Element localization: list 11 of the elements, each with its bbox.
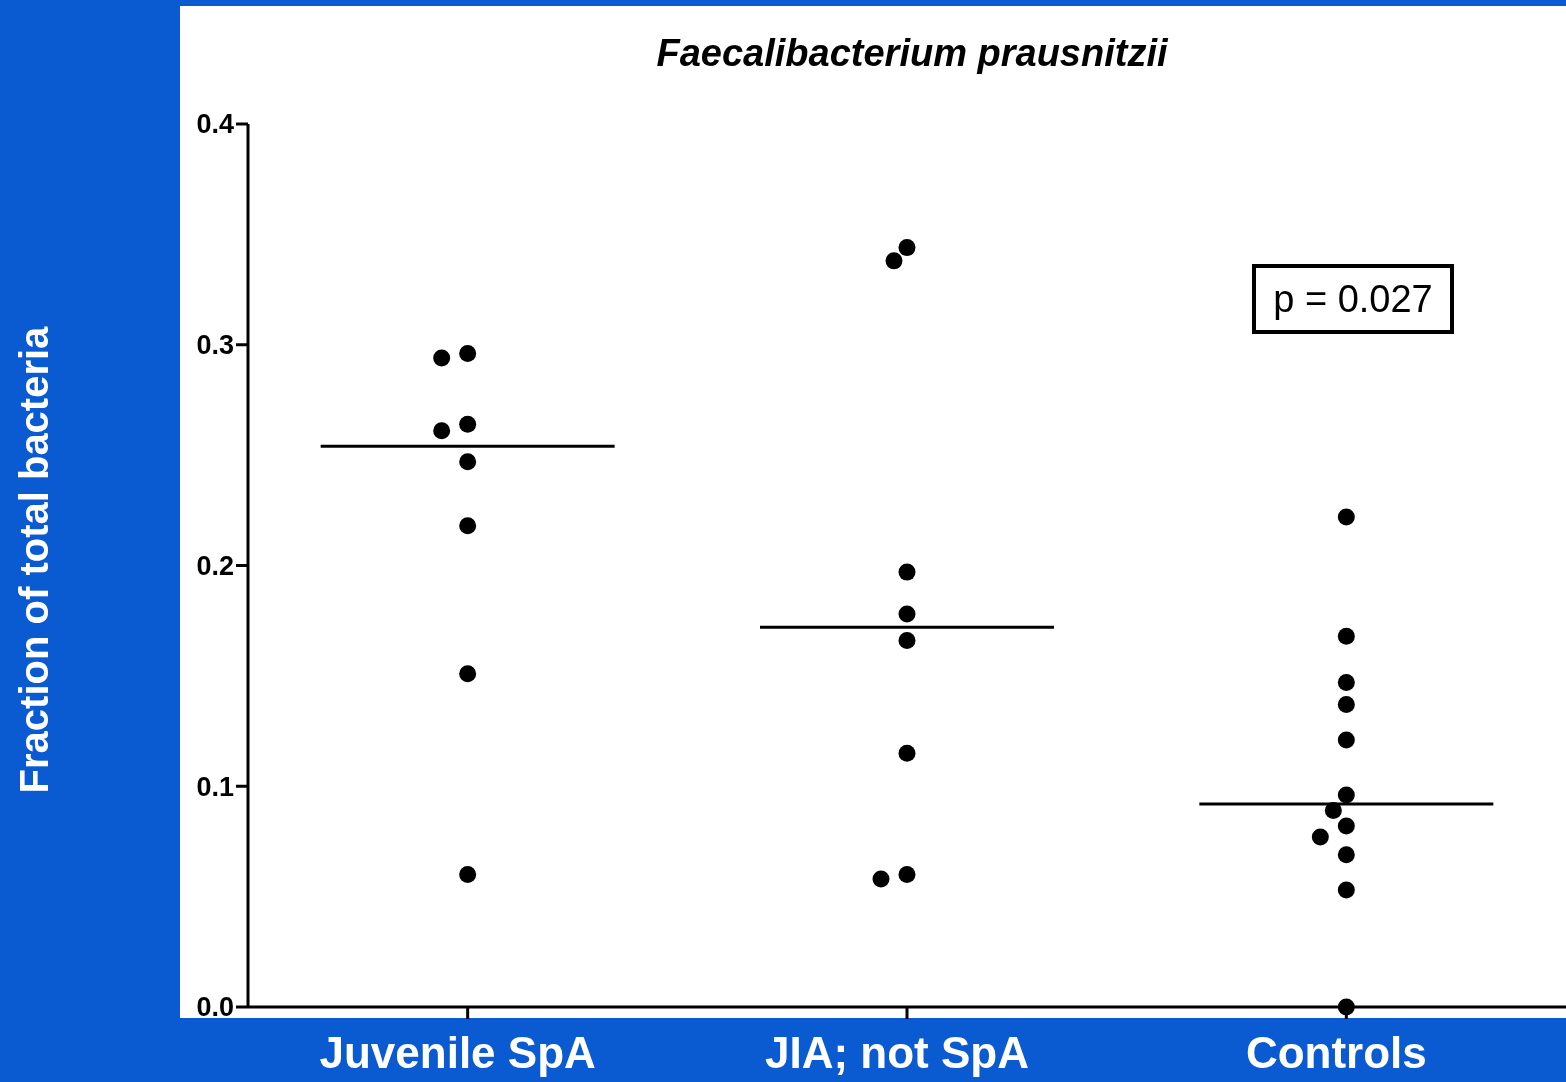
chart-title: Faecalibacterium prausnitzii [656, 32, 1169, 74]
y-tick-label: 0.4 [196, 109, 234, 140]
y-tick-label: 0.2 [196, 550, 234, 581]
y-tick-label: 0.1 [196, 771, 234, 802]
x-tick-label: JIA; not SpA [765, 1028, 1029, 1077]
annotation: p = 0.027 [1273, 278, 1433, 321]
x-tick-label: Controls [1245, 1028, 1427, 1077]
y-tick-label: 0.3 [196, 330, 234, 361]
y-tick-label: 0.0 [196, 992, 234, 1023]
x-tick-label: Juvenile SpA [319, 1028, 596, 1077]
y-axis-title: Fraction of total bacteria [12, 325, 56, 794]
